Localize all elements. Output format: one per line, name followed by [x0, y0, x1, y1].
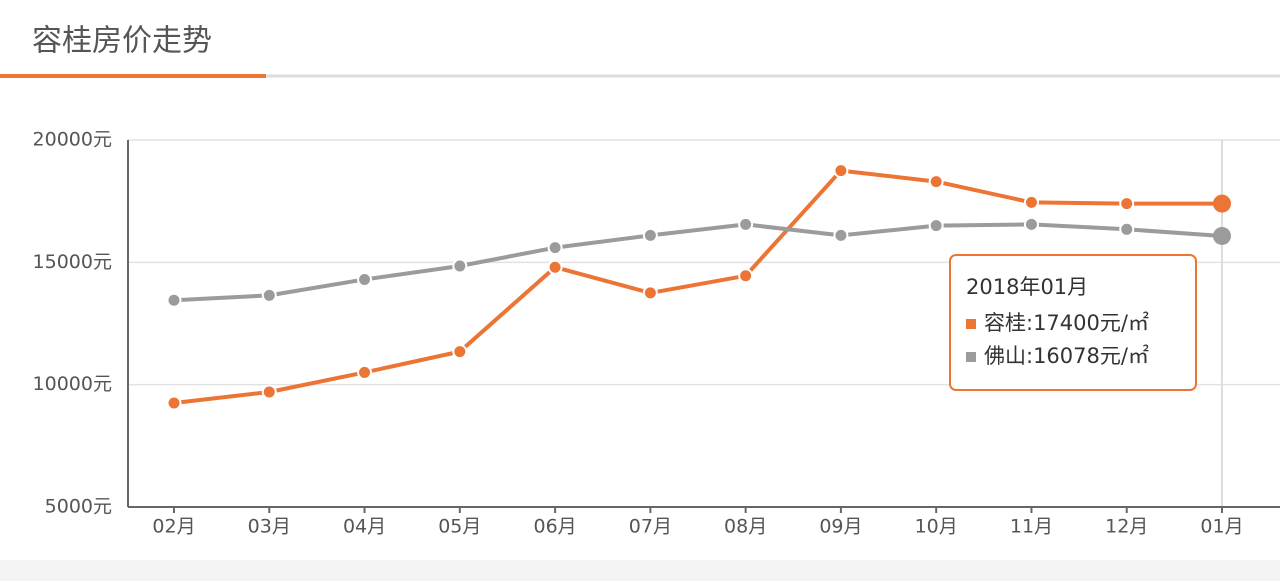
data-point: [547, 240, 563, 256]
series-line: [173, 168, 1222, 406]
y-tick-label: 10000元: [33, 373, 112, 395]
data-point: [357, 271, 373, 287]
data-point: [1023, 194, 1039, 210]
data-point: [357, 364, 373, 380]
tooltip-title: 2018年01月: [966, 275, 1088, 299]
x-tick-label: 06月: [533, 516, 576, 538]
y-tick-label: 5000元: [45, 496, 112, 518]
tooltip-box: [949, 254, 1197, 391]
tooltip-line: 佛山:16078元/㎡: [984, 344, 1149, 368]
data-point: [928, 218, 944, 234]
plot: 5000元 10000元 15000元 20000元 02月 03月 04月 05月 06月 07…: [33, 129, 1280, 538]
data-point: [1023, 216, 1039, 232]
x-tick-label: 10月: [915, 516, 958, 538]
data-point: [547, 259, 563, 275]
tooltip-swatch: [966, 319, 976, 329]
data-point: [928, 174, 944, 190]
x-tick-label: 07月: [629, 516, 672, 538]
x-tick-label: 05月: [438, 516, 481, 538]
data-point: [452, 344, 468, 360]
data-point: [1119, 221, 1135, 237]
data-point: [833, 227, 849, 243]
x-tick-label: 12月: [1105, 516, 1148, 538]
data-point: [738, 268, 754, 284]
x-tick-label: 03月: [248, 516, 291, 538]
data-point: [166, 292, 182, 308]
tooltip-swatch: [966, 352, 976, 362]
footer-band: [0, 560, 1280, 581]
data-point: [261, 287, 277, 303]
data-point: [642, 227, 658, 243]
x-tick-label: 02月: [152, 516, 195, 538]
series-line: [173, 222, 1223, 303]
chart-title: 容桂房价走势: [32, 24, 212, 59]
data-point: [1213, 226, 1231, 245]
x-tick-label: 09月: [819, 516, 862, 538]
x-tick-label: 04月: [343, 516, 386, 538]
x-tick-label: 08月: [724, 516, 767, 538]
x-tick-label: 11月: [1010, 516, 1053, 538]
data-point: [261, 384, 277, 400]
data-point: [1119, 196, 1135, 212]
data-point: [833, 163, 849, 179]
data-point: [1213, 194, 1231, 213]
tooltip-line: 容桂:17400元/㎡: [984, 311, 1149, 335]
y-tick-label: 15000元: [33, 251, 112, 273]
y-tick-label: 20000元: [33, 129, 112, 151]
data-point: [166, 395, 182, 411]
data-point: [452, 258, 468, 274]
data-point: [642, 285, 658, 301]
x-tick-label: 01月: [1200, 516, 1243, 538]
data-point: [738, 216, 754, 232]
